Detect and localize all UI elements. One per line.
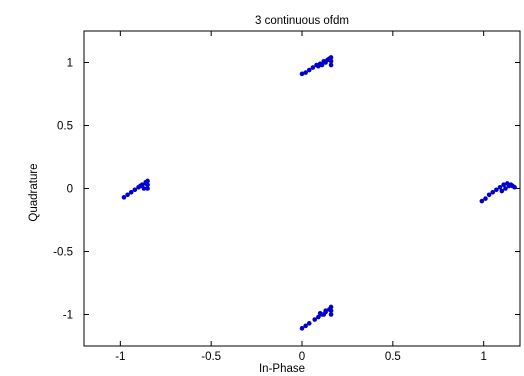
axis-ticks: -1 -0.5 0 0.5 1 -1 -0.5 0 0.5 1 xyxy=(53,31,520,363)
data-point xyxy=(503,186,508,191)
data-points xyxy=(121,55,517,331)
data-point xyxy=(306,321,312,326)
data-point xyxy=(328,312,334,317)
data-point xyxy=(312,317,318,322)
data-point xyxy=(145,186,150,191)
y-tick-label: -1 xyxy=(63,310,73,322)
data-point xyxy=(141,186,147,191)
data-point xyxy=(303,70,308,75)
data-point xyxy=(483,196,488,201)
data-point xyxy=(121,195,127,200)
x-tick-label: 0 xyxy=(299,351,305,363)
data-point xyxy=(328,304,334,310)
data-point xyxy=(490,189,496,195)
data-point xyxy=(328,55,334,60)
x-axis-label: In-Phase xyxy=(259,363,305,375)
data-point xyxy=(328,308,334,314)
data-point xyxy=(319,62,325,68)
x-tick-label: -0.5 xyxy=(201,351,221,363)
y-tick-label: 0.5 xyxy=(57,121,73,133)
data-point xyxy=(321,312,327,317)
data-point xyxy=(306,67,312,73)
data-point xyxy=(494,187,499,193)
data-point xyxy=(328,62,334,68)
data-point xyxy=(125,192,130,198)
data-point xyxy=(497,184,503,190)
data-point xyxy=(479,198,485,204)
x-tick-label: -1 xyxy=(115,351,125,363)
data-point xyxy=(316,63,321,69)
x-tick-label: 1 xyxy=(480,351,486,363)
chart-title: 3 continuous ofdm xyxy=(255,15,349,27)
data-point xyxy=(143,181,149,186)
data-point xyxy=(138,183,143,189)
data-point xyxy=(132,187,138,193)
data-point xyxy=(499,188,505,194)
data-point xyxy=(310,65,316,70)
data-point xyxy=(486,192,492,198)
data-point xyxy=(501,182,506,188)
data-point xyxy=(317,310,323,316)
data-point xyxy=(512,184,517,190)
data-point xyxy=(303,323,308,329)
y-tick-label: -0.5 xyxy=(53,247,73,259)
data-point xyxy=(323,308,328,314)
y-tick-label: 0 xyxy=(67,184,73,196)
plot-area xyxy=(83,30,521,347)
data-point xyxy=(299,71,305,77)
y-axis-label: Quadrature xyxy=(28,163,40,221)
data-point xyxy=(506,183,512,189)
data-point xyxy=(328,58,334,64)
data-point xyxy=(323,60,328,65)
data-point xyxy=(128,189,134,195)
data-point xyxy=(316,314,321,320)
x-tick-label: 0.5 xyxy=(385,351,401,363)
data-point xyxy=(299,326,305,331)
y-tick-label: 1 xyxy=(67,58,73,70)
